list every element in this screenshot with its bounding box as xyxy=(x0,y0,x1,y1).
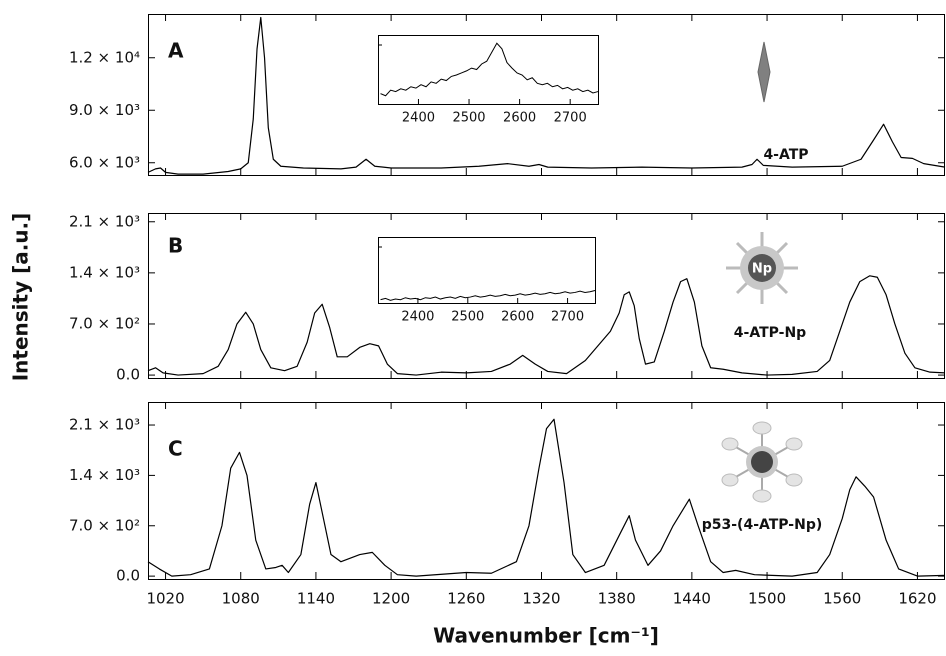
inset-frame xyxy=(378,35,599,105)
y-tick-label: 0.0 xyxy=(116,366,140,384)
y-tick-label: 2.1 × 10³ xyxy=(69,212,140,230)
inset-spectrum-line xyxy=(380,42,599,97)
plot-frame xyxy=(148,402,945,580)
inset-x-tick-label: 2500 xyxy=(451,310,484,325)
y-tick-label: 1.2 × 10⁴ xyxy=(69,48,140,66)
annotation: 4-ATP-Np xyxy=(734,325,806,341)
y-axis-label: Intensity [a.u.] xyxy=(9,213,33,382)
inset-spectrum-line xyxy=(380,289,596,301)
x-axis-label: Wavenumber [cm⁻¹] xyxy=(433,624,659,648)
molecule-icon xyxy=(757,41,771,103)
inset-x-tick-label: 2400 xyxy=(401,310,434,325)
y-tick-label: 9.0 × 10³ xyxy=(69,101,140,119)
x-tick-label: 1260 xyxy=(447,590,485,608)
annotation: 4-ATP xyxy=(763,147,808,163)
panel-label: B xyxy=(168,234,183,258)
nanoparticle-icon: Np xyxy=(726,232,798,304)
icon-label: Np xyxy=(752,262,772,277)
inset-x-tick-label: 2700 xyxy=(551,310,584,325)
inset-x-tick-label: 2600 xyxy=(501,310,534,325)
inset-x-tick-label: 2700 xyxy=(554,111,587,126)
x-tick-label: 1560 xyxy=(823,590,861,608)
panel-label: A xyxy=(168,39,184,63)
x-tick-label: 1140 xyxy=(297,590,335,608)
y-tick-label: 1.4 × 10³ xyxy=(69,466,140,484)
x-tick-label: 1080 xyxy=(222,590,260,608)
spectrum-line xyxy=(147,275,946,376)
inset-x-tick-label: 2400 xyxy=(402,111,435,126)
plot-frame xyxy=(148,14,945,176)
plot-frame xyxy=(148,213,945,379)
x-tick-label: 1200 xyxy=(372,590,410,608)
x-tick-label: 1620 xyxy=(898,590,936,608)
y-tick-label: 7.0 × 10² xyxy=(69,314,140,332)
spectrum-line xyxy=(147,418,946,577)
x-tick-label: 1020 xyxy=(146,590,184,608)
y-tick-label: 1.4 × 10³ xyxy=(69,263,140,281)
x-tick-label: 1440 xyxy=(673,590,711,608)
spectrum-line xyxy=(147,16,946,175)
x-tick-label: 1380 xyxy=(598,590,636,608)
panel-label: C xyxy=(168,437,183,461)
y-tick-label: 7.0 × 10² xyxy=(69,516,140,534)
inset-frame xyxy=(378,237,596,304)
inset-x-tick-label: 2600 xyxy=(503,111,536,126)
y-tick-label: 2.1 × 10³ xyxy=(69,416,140,434)
x-tick-label: 1500 xyxy=(748,590,786,608)
y-tick-label: 0.0 xyxy=(116,567,140,585)
annotation: p53-(4-ATP-Np) xyxy=(702,517,823,533)
protein-nanoparticle-icon xyxy=(721,421,803,503)
inset-x-tick-label: 2500 xyxy=(452,111,485,126)
y-tick-label: 6.0 × 10³ xyxy=(69,153,140,171)
x-tick-label: 1320 xyxy=(522,590,560,608)
